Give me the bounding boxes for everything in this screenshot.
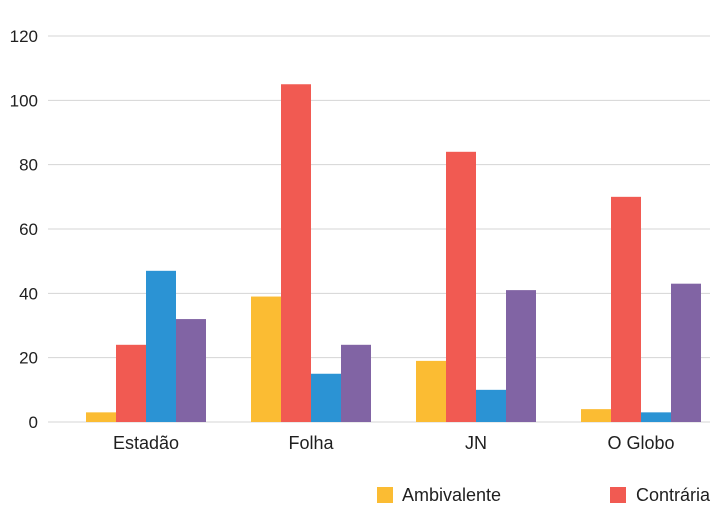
legend: Ambivalente Contrária [377, 485, 711, 505]
y-tick-label: 40 [19, 284, 38, 303]
y-tick-label: 80 [19, 156, 38, 175]
x-tick-label: O Globo [607, 433, 674, 453]
legend-label: Contrária [636, 485, 711, 505]
y-tick-label: 100 [10, 91, 38, 110]
bar-series-1-estad-o [86, 412, 116, 422]
bar-series-3-o-globo [641, 412, 671, 422]
bar-series-2-o-globo [611, 196, 641, 422]
bar-series-4-jn [506, 290, 536, 422]
x-tick-label: JN [465, 433, 487, 453]
x-axis-ticks: Estadão Folha JN O Globo [113, 433, 675, 453]
legend-swatch [610, 487, 626, 503]
bar-series-1-o-globo [581, 409, 611, 422]
bar-series-1-folha [251, 296, 281, 422]
bar-series-4-o-globo [671, 283, 701, 422]
x-tick-label: Folha [288, 433, 334, 453]
legend-swatch [377, 487, 393, 503]
y-tick-label: 60 [19, 220, 38, 239]
bar-series-4-folha [341, 344, 371, 422]
bar-series-4-estad-o [176, 319, 206, 422]
bar-series-3-folha [311, 373, 341, 422]
legend-label: Ambivalente [402, 485, 501, 505]
bar-series-1-jn [416, 360, 446, 422]
x-tick-label: Estadão [113, 433, 179, 453]
y-axis-ticks: 0 20 40 60 80 100 120 [10, 27, 38, 432]
bars [86, 84, 701, 423]
y-tick-label: 20 [19, 349, 38, 368]
bar-series-3-jn [476, 389, 506, 422]
y-tick-label: 0 [29, 413, 38, 432]
y-tick-label: 120 [10, 27, 38, 46]
bar-series-3-estad-o [146, 270, 176, 422]
bar-series-2-jn [446, 151, 476, 423]
bar-series-2-folha [281, 84, 311, 422]
bar-series-2-estad-o [116, 344, 146, 422]
